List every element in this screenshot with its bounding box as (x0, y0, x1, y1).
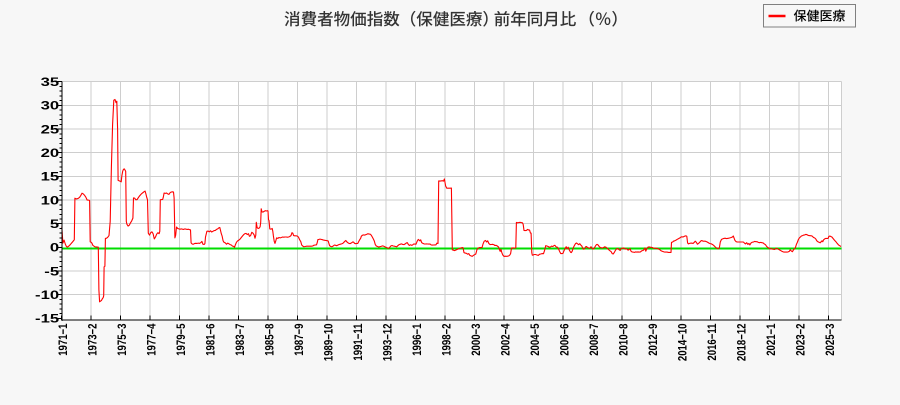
svg-text:1991−11: 1991−11 (352, 324, 365, 361)
svg-text:1989−10: 1989−10 (323, 324, 336, 362)
svg-text:2014−10: 2014−10 (677, 324, 690, 362)
svg-text:1993−12: 1993−12 (382, 324, 395, 362)
svg-text:-15: -15 (35, 313, 59, 326)
svg-text:2018−12: 2018−12 (736, 324, 749, 362)
svg-text:2006−6: 2006−6 (559, 324, 572, 356)
svg-text:1987−9: 1987−9 (293, 324, 306, 356)
svg-text:-10: -10 (35, 289, 59, 302)
svg-text:2004−5: 2004−5 (529, 324, 542, 356)
svg-text:2012−9: 2012−9 (647, 324, 660, 356)
svg-text:2000−3: 2000−3 (470, 324, 483, 356)
svg-text:2016−11: 2016−11 (706, 324, 719, 361)
svg-text:1975−3: 1975−3 (116, 324, 129, 356)
svg-text:15: 15 (41, 171, 60, 184)
svg-text:2008−7: 2008−7 (588, 324, 601, 356)
svg-text:1977−4: 1977−4 (145, 324, 158, 356)
svg-text:35: 35 (41, 76, 60, 89)
svg-text:1971−1: 1971−1 (57, 324, 70, 356)
svg-text:1981−6: 1981−6 (204, 324, 217, 356)
svg-text:1973−2: 1973−2 (86, 324, 99, 356)
svg-text:1985−8: 1985−8 (264, 324, 277, 356)
svg-text:10: 10 (41, 195, 60, 208)
svg-text:-5: -5 (44, 266, 59, 279)
svg-text:1998−2: 1998−2 (441, 324, 454, 356)
svg-text:2023−2: 2023−2 (795, 324, 808, 356)
svg-text:1983−7: 1983−7 (234, 324, 247, 356)
svg-text:2025−3: 2025−3 (824, 324, 837, 356)
svg-text:1996−1: 1996−1 (411, 324, 424, 356)
svg-text:5: 5 (50, 218, 59, 231)
svg-text:2002−4: 2002−4 (500, 324, 513, 356)
svg-text:25: 25 (41, 124, 60, 137)
svg-text:20: 20 (41, 147, 60, 160)
svg-text:2021−1: 2021−1 (765, 324, 778, 356)
svg-text:1979−5: 1979−5 (175, 324, 188, 356)
svg-text:30: 30 (41, 100, 60, 113)
svg-text:消費者物価指数（保健医療） 前年同月比（％）: 消費者物価指数（保健医療） 前年同月比 （％） (284, 6, 628, 30)
svg-text:0: 0 (50, 242, 59, 255)
svg-text:保健医療: 保健医療 (794, 6, 846, 25)
svg-text:2010−8: 2010−8 (618, 324, 631, 356)
